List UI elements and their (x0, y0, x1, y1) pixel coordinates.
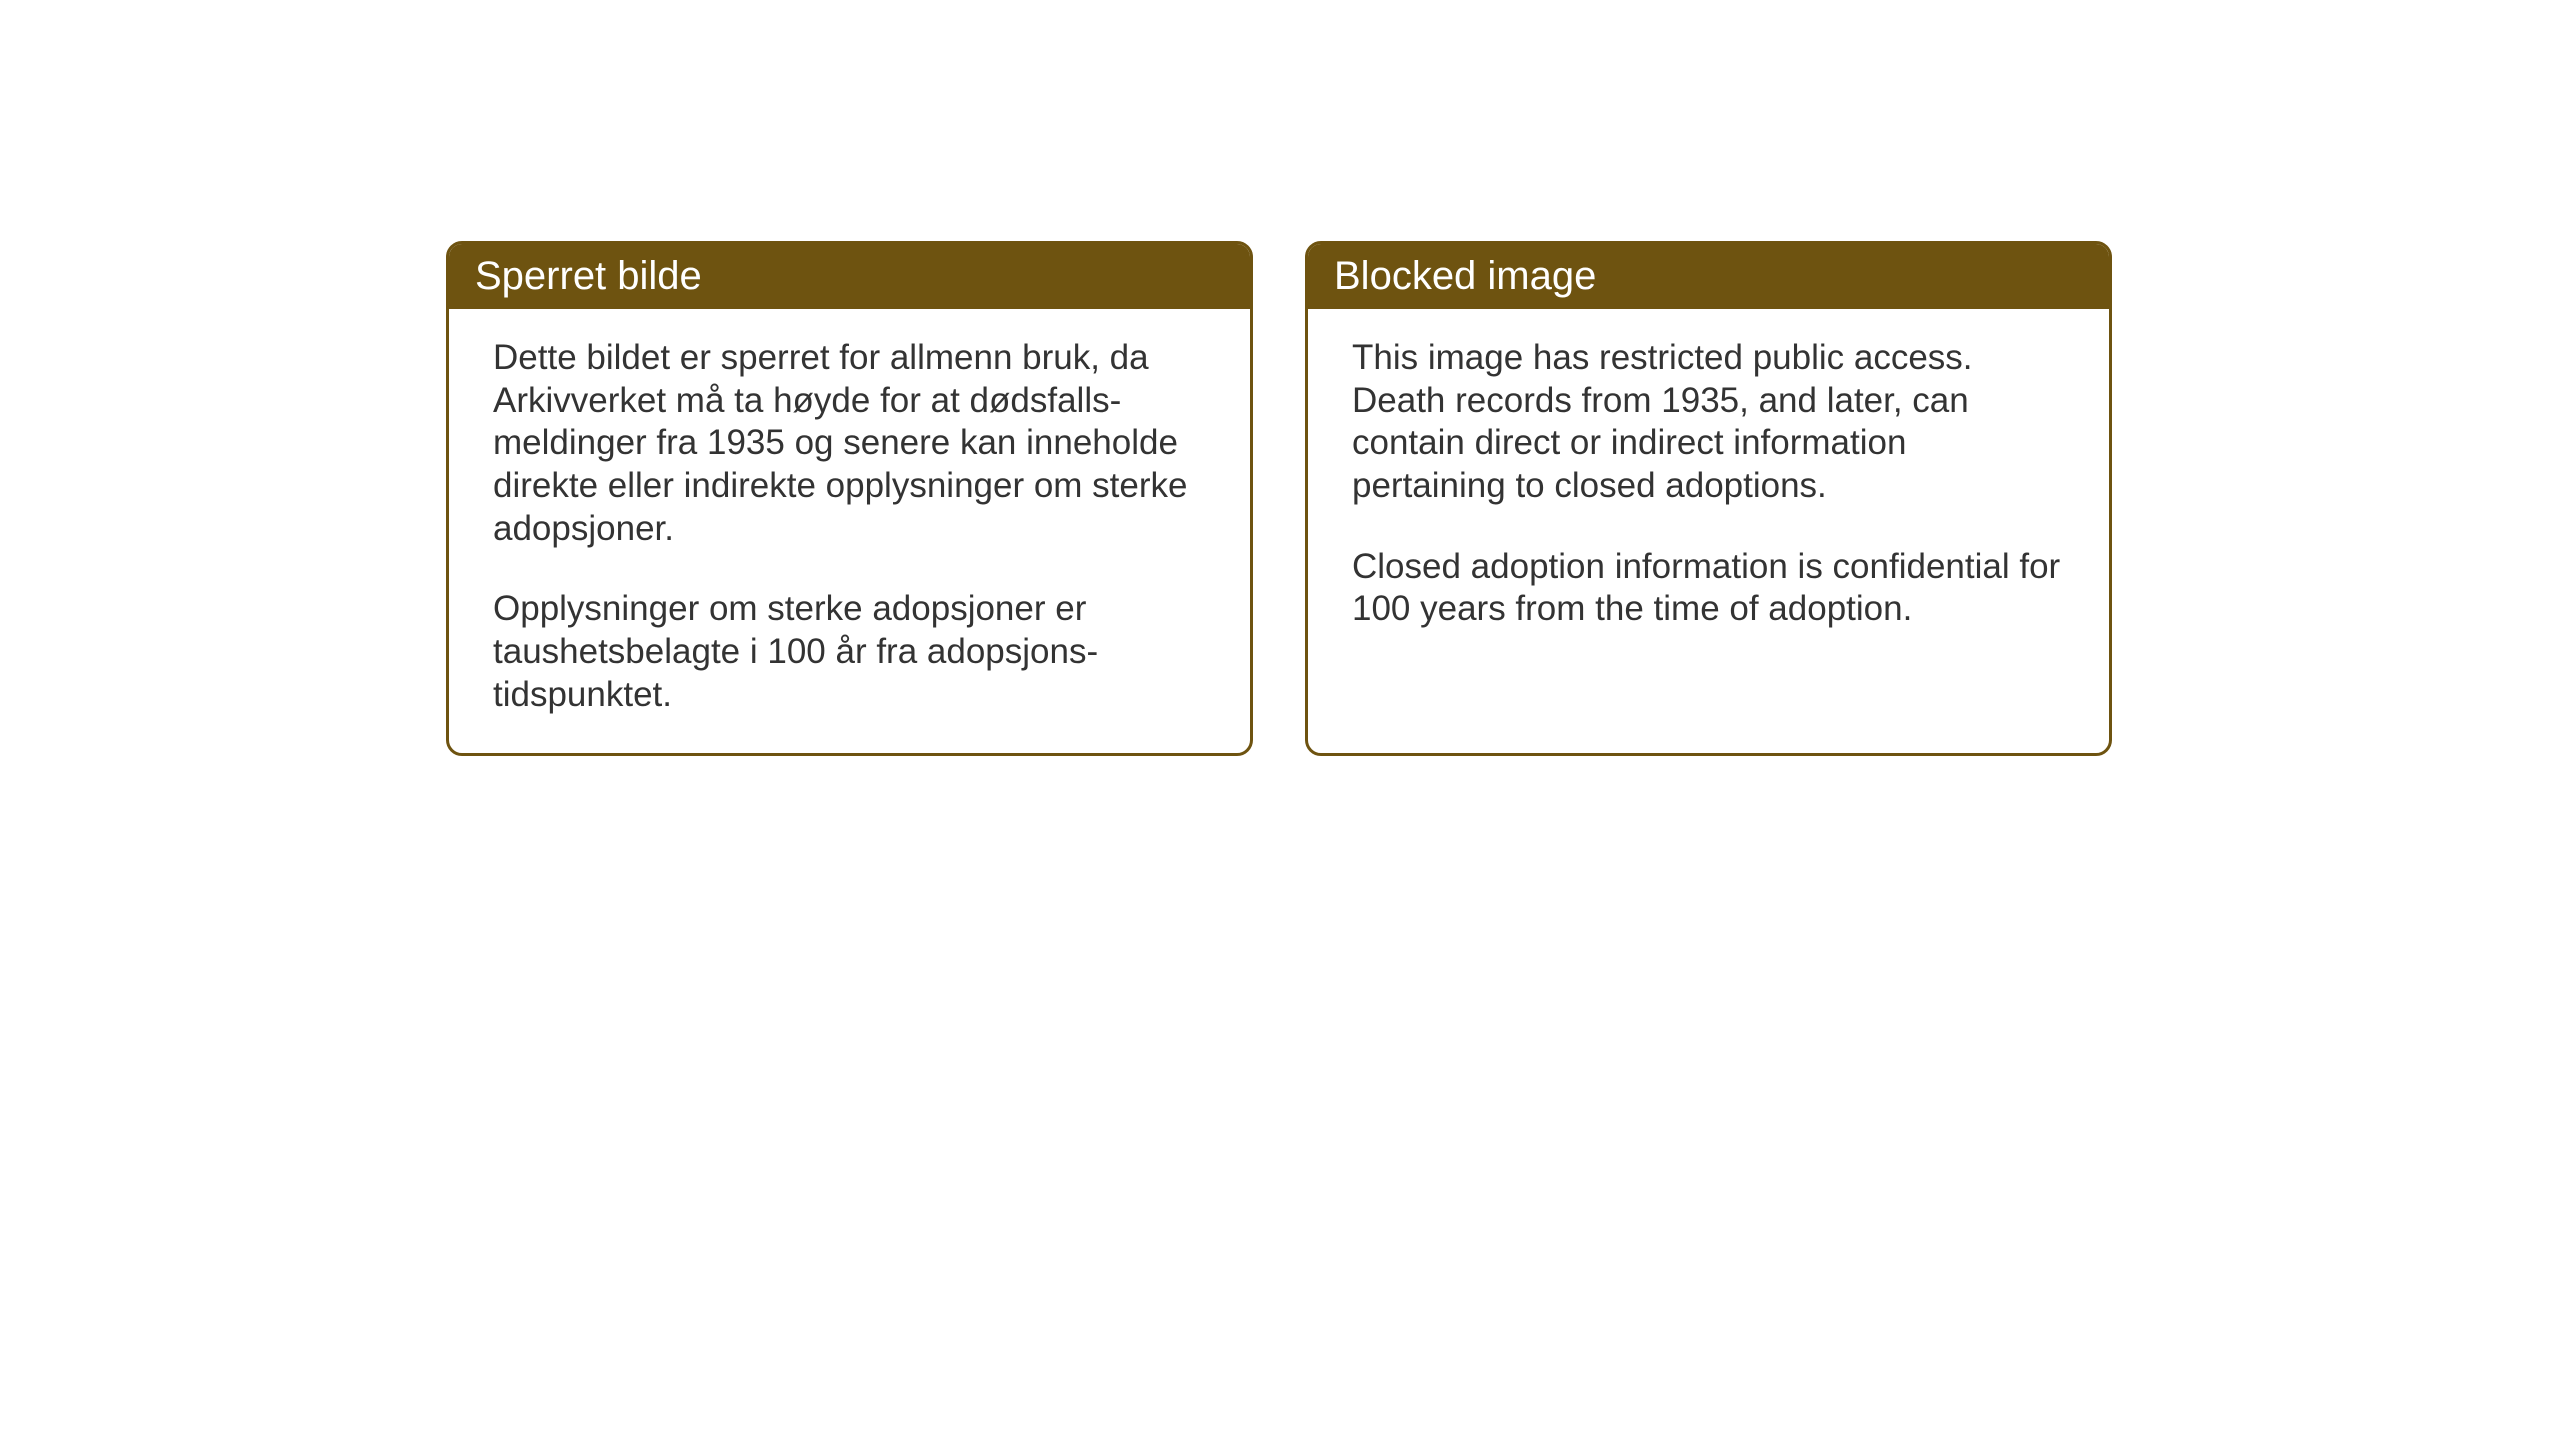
card-english: Blocked image This image has restricted … (1305, 241, 2112, 756)
card-english-title: Blocked image (1334, 254, 1596, 298)
card-norwegian-body: Dette bildet er sperret for allmenn bruk… (449, 309, 1250, 753)
card-english-paragraph-2: Closed adoption information is confident… (1352, 546, 2065, 631)
card-norwegian: Sperret bilde Dette bildet er sperret fo… (446, 241, 1253, 756)
card-norwegian-header: Sperret bilde (449, 244, 1250, 309)
cards-container: Sperret bilde Dette bildet er sperret fo… (446, 241, 2112, 756)
card-norwegian-paragraph-1: Dette bildet er sperret for allmenn bruk… (493, 337, 1206, 550)
card-norwegian-title: Sperret bilde (475, 254, 702, 298)
card-english-body: This image has restricted public access.… (1308, 309, 2109, 737)
card-norwegian-paragraph-2: Opplysninger om sterke adopsjoner er tau… (493, 588, 1206, 716)
card-english-paragraph-1: This image has restricted public access.… (1352, 337, 2065, 508)
card-english-header: Blocked image (1308, 244, 2109, 309)
